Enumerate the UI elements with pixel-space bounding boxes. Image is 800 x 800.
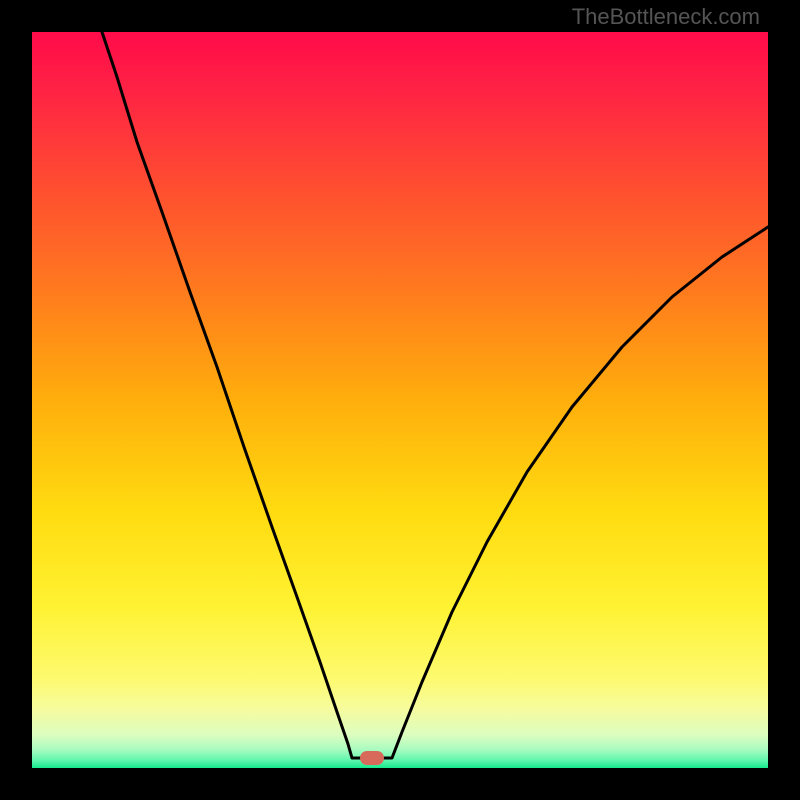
watermark-text: TheBottleneck.com (572, 4, 760, 30)
gradient-background (32, 32, 768, 768)
optimal-point-marker (360, 751, 384, 765)
plot-area (32, 32, 768, 768)
bottleneck-curve-chart (32, 32, 768, 768)
